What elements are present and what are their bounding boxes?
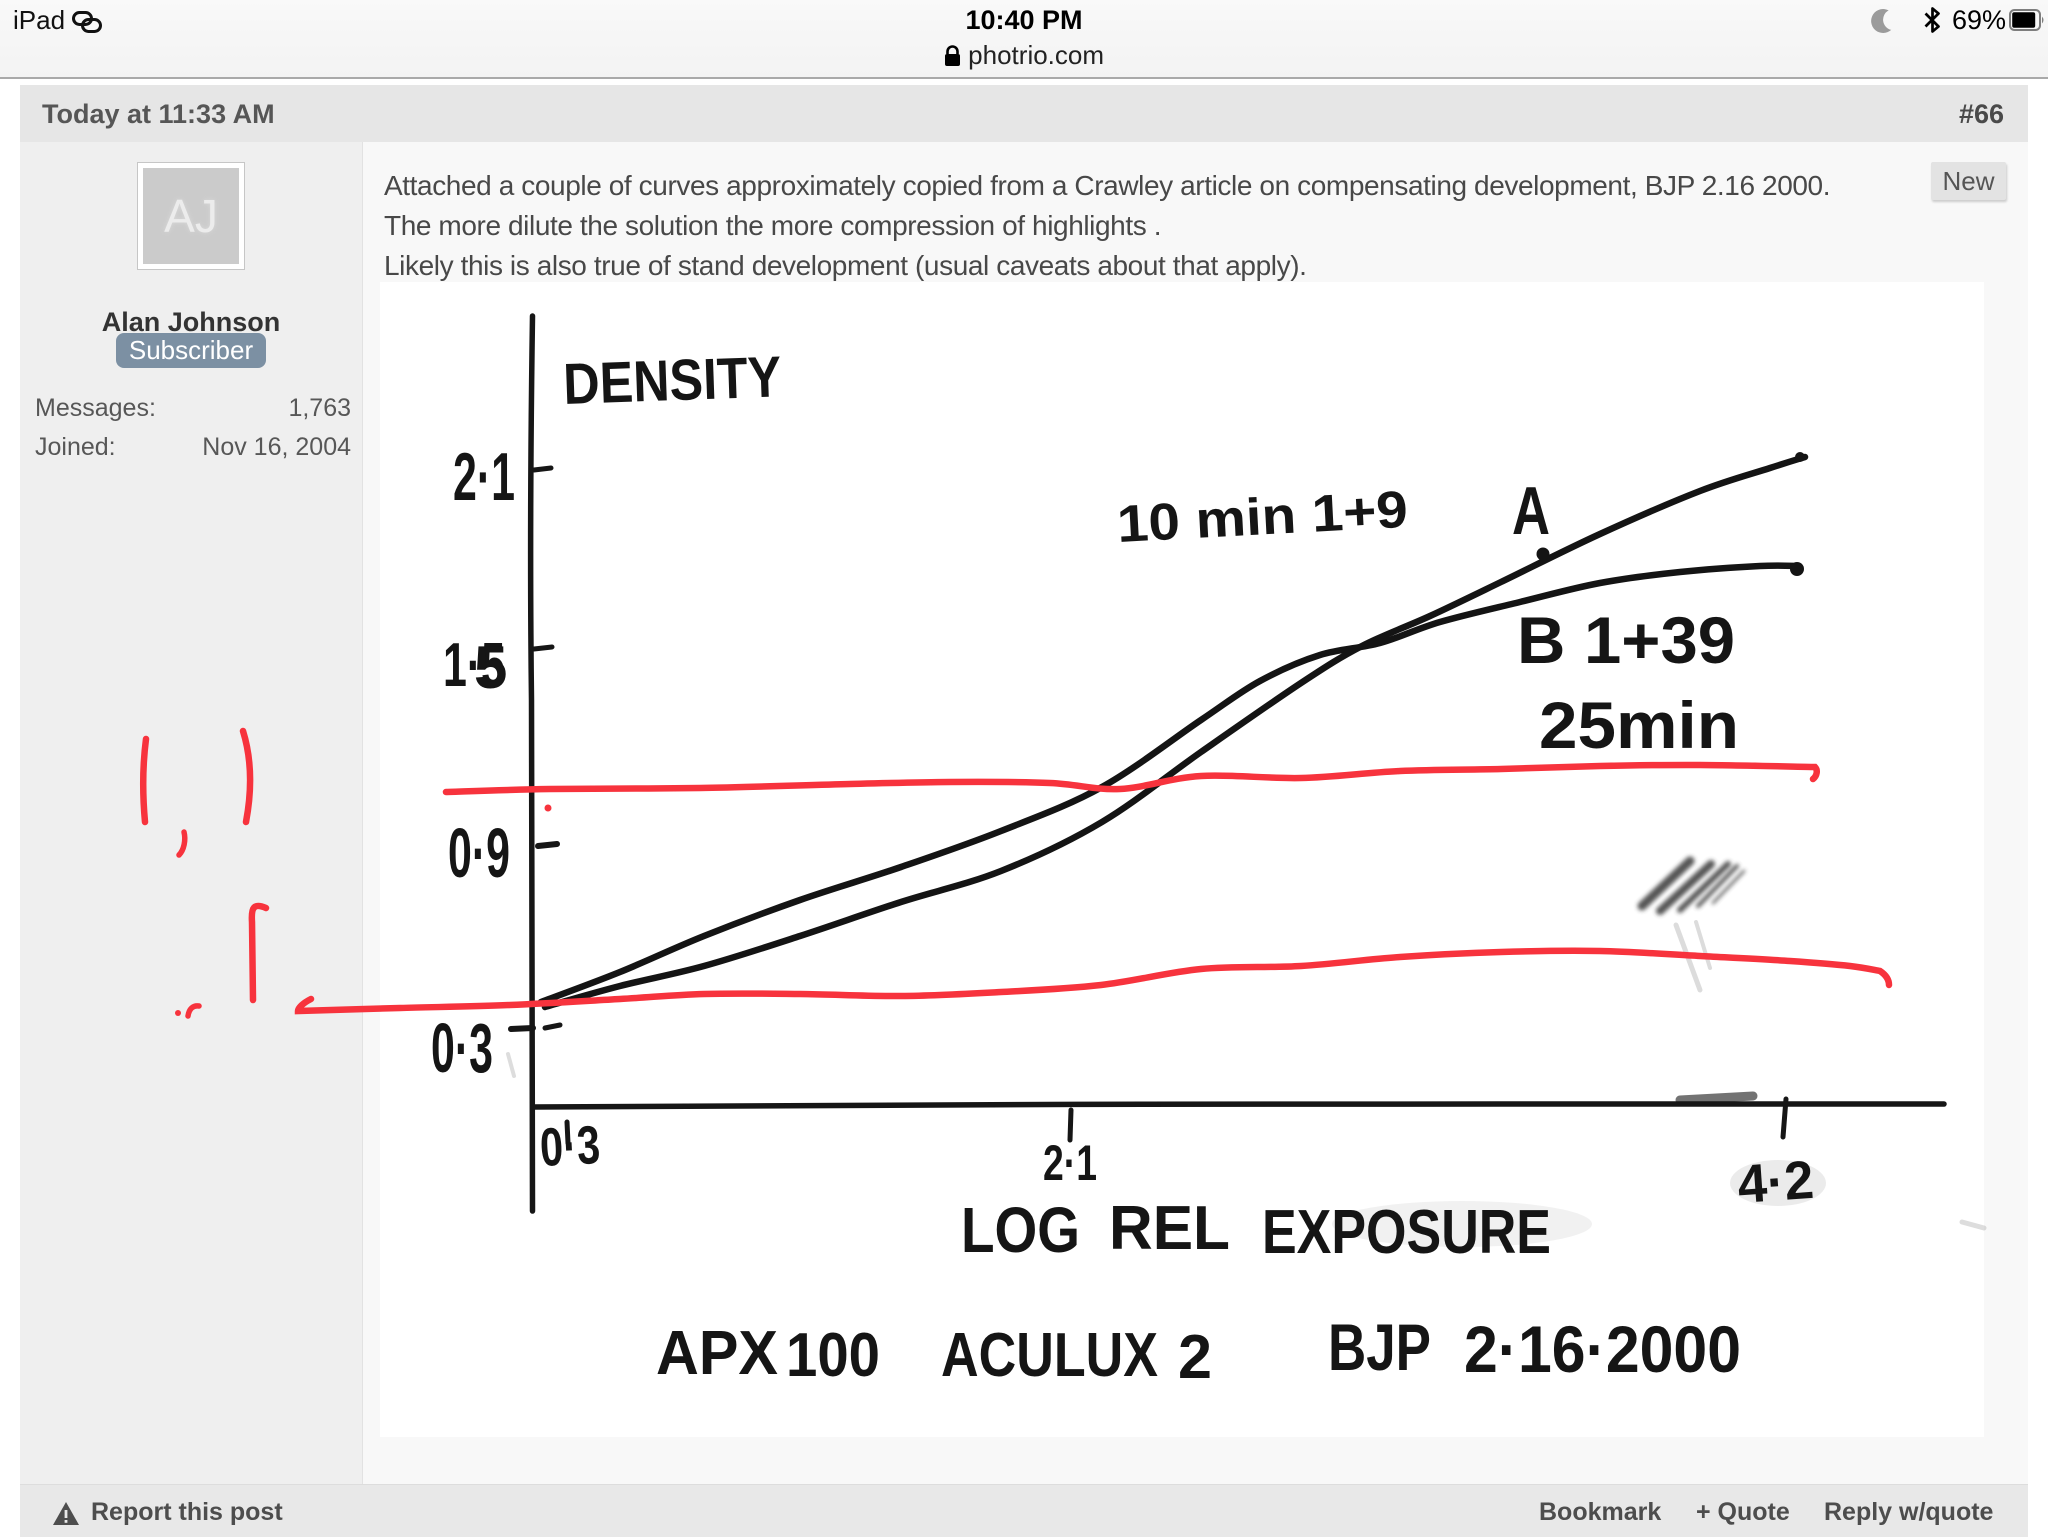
svg-text:LOG: LOG <box>961 1194 1080 1266</box>
svg-text:BJP: BJP <box>1328 1310 1431 1384</box>
svg-text:B 1+39: B 1+39 <box>1517 603 1735 677</box>
svg-text:A: A <box>1512 473 1550 549</box>
svg-text:0·9: 0·9 <box>448 814 510 892</box>
svg-text:DENSITY: DENSITY <box>562 344 782 417</box>
svg-text:0·3: 0·3 <box>431 1009 493 1087</box>
svg-text:25min: 25min <box>1539 688 1739 762</box>
svg-text:100: 100 <box>786 1321 880 1390</box>
svg-text:APX: APX <box>656 1319 778 1388</box>
svg-text:2·1: 2·1 <box>453 439 515 515</box>
svg-text:REL: REL <box>1109 1194 1230 1263</box>
svg-text:2·1: 2·1 <box>1043 1135 1097 1191</box>
svg-text:4·2: 4·2 <box>1736 1150 1816 1215</box>
svg-text:5: 5 <box>474 634 507 701</box>
svg-text:2·16·2000: 2·16·2000 <box>1464 1312 1741 1386</box>
svg-text:2: 2 <box>1178 1323 1212 1392</box>
svg-text:EXPOSURE: EXPOSURE <box>1262 1198 1551 1267</box>
svg-text:ACULUX: ACULUX <box>941 1321 1158 1390</box>
svg-text:0·3: 0·3 <box>538 1115 601 1178</box>
svg-text:1·5: 1·5 <box>443 631 505 700</box>
